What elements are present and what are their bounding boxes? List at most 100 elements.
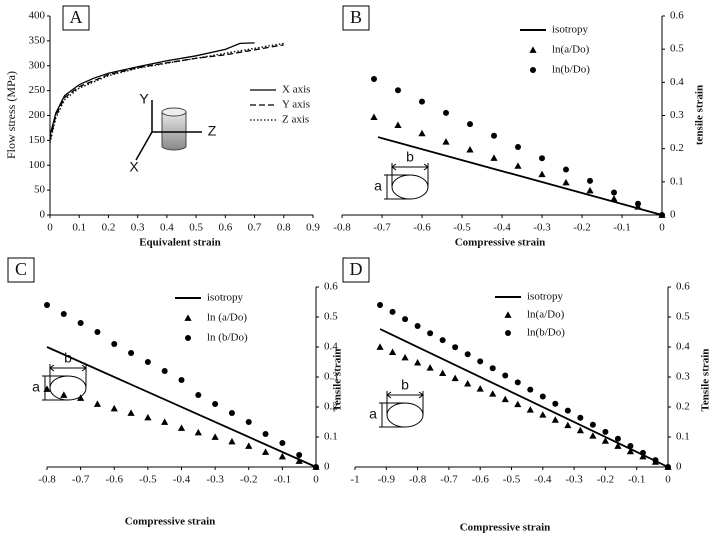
legend-swatch [504, 311, 512, 318]
legend-label: isotropy [207, 292, 244, 304]
y-tick-label: 0.4 [670, 76, 684, 88]
legend-label: ln(b/Do) [527, 327, 565, 339]
y-tick-label: 0.5 [676, 311, 690, 323]
series-line [377, 136, 663, 216]
data-point [60, 391, 68, 398]
data-point [576, 426, 584, 434]
data-point [414, 359, 422, 366]
y-axis-title: Tensile strain [332, 349, 344, 412]
y-tick-label: 0 [676, 461, 682, 473]
y-tick-label: 0.2 [676, 401, 690, 413]
data-point [144, 359, 151, 365]
inset-label: a [369, 406, 377, 422]
x-axis-title: Compressive strain [455, 237, 546, 249]
data-point [514, 162, 522, 169]
data-point [652, 457, 659, 464]
data-point [564, 407, 571, 414]
data-point [442, 138, 450, 145]
data-point [377, 302, 384, 308]
y-tick-label: 250 [29, 84, 46, 96]
data-point [245, 442, 253, 449]
inset-label: b [406, 149, 414, 165]
x-tick-label: -0.1 [628, 474, 645, 486]
x-tick-label: -0.2 [240, 474, 257, 486]
x-tick-label: -0.3 [206, 474, 224, 486]
x-tick-label: 0.2 [102, 222, 116, 234]
panel-letter: C [15, 259, 27, 279]
x-tick-label: 0.6 [218, 222, 232, 234]
data-point [402, 316, 409, 323]
inset-ellipse [49, 375, 87, 401]
data-point [490, 154, 498, 161]
x-tick-label: -0.3 [565, 474, 583, 486]
x-tick-label: 0.9 [306, 222, 320, 234]
data-point [489, 365, 496, 372]
x-tick-label: -0.6 [471, 474, 489, 486]
legend-swatch [185, 335, 191, 341]
data-point [502, 372, 509, 379]
data-point [527, 386, 534, 393]
x-tick-label: -0.2 [597, 474, 614, 486]
y-axis-title: Flow stress (MPa) [4, 71, 18, 159]
y-axis-title: Tensile strain [700, 349, 712, 412]
data-point [127, 409, 135, 416]
data-point [427, 330, 434, 337]
x-tick-label: -0.6 [413, 222, 431, 234]
series-line [49, 42, 284, 144]
data-point [467, 121, 473, 128]
data-point [161, 418, 169, 425]
data-point [452, 344, 459, 351]
x-tick-label: 0 [665, 474, 671, 486]
data-point [610, 195, 618, 202]
data-point [539, 393, 546, 400]
x-tick-label: -0.5 [503, 474, 521, 486]
x-tick-label: 0.5 [189, 222, 203, 234]
series-line [49, 44, 284, 141]
data-point [228, 437, 236, 445]
data-point [93, 400, 102, 407]
data-point [501, 395, 509, 403]
data-point [614, 442, 622, 449]
x-tick-label: 0 [47, 222, 53, 234]
data-point [401, 353, 409, 361]
panel-box [62, 5, 90, 31]
inset-label: X [129, 159, 139, 175]
data-point [394, 121, 402, 128]
data-point [376, 343, 384, 350]
data-point [370, 113, 378, 121]
data-point [587, 177, 593, 184]
data-point [639, 449, 646, 456]
data-point [110, 404, 118, 412]
y-tick-label: 0.3 [670, 109, 684, 121]
data-point [539, 155, 545, 162]
x-tick-label: -0.6 [106, 474, 124, 486]
x-tick-label: -0.8 [38, 474, 56, 486]
data-point [551, 416, 559, 423]
data-point [279, 440, 286, 446]
data-point [439, 337, 446, 344]
y-tick-label: 0.1 [670, 175, 684, 187]
data-point [418, 129, 426, 137]
data-point [635, 200, 641, 207]
series-line [379, 328, 669, 468]
data-point [659, 212, 665, 218]
data-point [44, 302, 50, 308]
data-point [296, 452, 303, 458]
data-point [464, 380, 472, 387]
x-tick-label: -0.4 [534, 474, 552, 486]
data-point [60, 311, 67, 317]
data-point [552, 400, 559, 407]
y-tick-label: 0 [670, 209, 676, 221]
data-point [514, 379, 521, 386]
x-tick-label: -0.5 [453, 222, 471, 234]
x-tick-label: -0.3 [533, 222, 551, 234]
x-axis-title: Compressive strain [125, 516, 216, 528]
data-point [451, 374, 459, 382]
data-point [586, 186, 594, 194]
x-tick-label: -1 [350, 474, 359, 486]
x-tick-label: 0.8 [277, 222, 291, 234]
legend-label: ln (a/Do) [207, 312, 247, 324]
y-tick-label: 100 [29, 159, 46, 171]
data-point [665, 464, 671, 470]
data-point [389, 308, 396, 315]
